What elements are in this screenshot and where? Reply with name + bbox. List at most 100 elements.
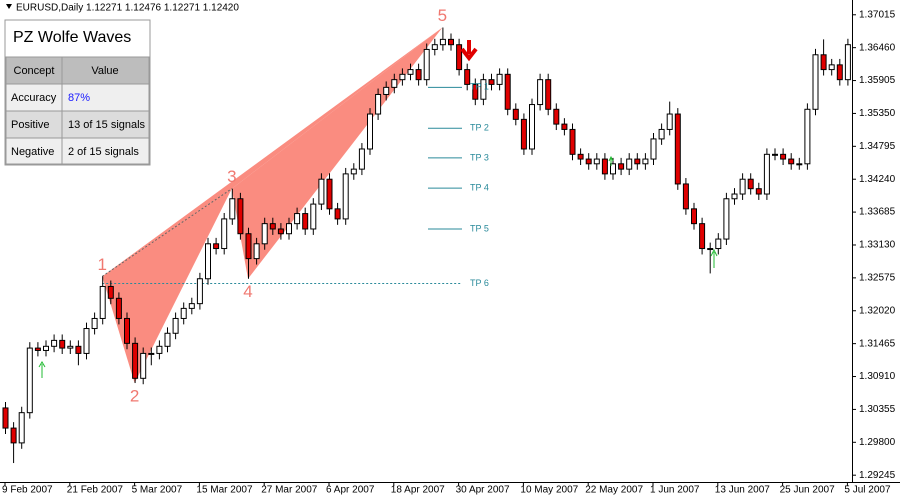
table-cell: Accuracy bbox=[11, 92, 57, 104]
candle-body bbox=[399, 73, 406, 81]
candle-body bbox=[642, 158, 649, 165]
candle-body bbox=[2, 407, 9, 429]
candle-body bbox=[820, 54, 827, 71]
candle-body bbox=[691, 208, 697, 225]
x-tick-label: 1 Jun 2007 bbox=[650, 485, 700, 496]
y-tick-label: 1.32575 bbox=[859, 273, 896, 284]
candle-body bbox=[545, 79, 552, 110]
candle-body bbox=[156, 345, 163, 354]
wave-wedge bbox=[102, 27, 443, 277]
candle-body bbox=[407, 69, 414, 75]
x-tick-label: 22 May 2007 bbox=[585, 485, 643, 496]
target-label: TP 3 bbox=[470, 152, 489, 162]
x-tick-label: 30 Apr 2007 bbox=[456, 485, 510, 496]
candle-body bbox=[180, 307, 187, 319]
candle-body bbox=[213, 243, 220, 250]
table-cell: 13 of 15 signals bbox=[68, 119, 146, 131]
candle-body bbox=[577, 153, 584, 160]
candle-body bbox=[229, 198, 236, 220]
candle-body bbox=[221, 218, 228, 250]
candle-body bbox=[529, 104, 535, 150]
candle-body bbox=[124, 317, 130, 344]
table-header-cell: Value bbox=[91, 65, 118, 77]
x-tick-label: 15 Mar 2007 bbox=[196, 485, 253, 496]
candle-body bbox=[812, 54, 819, 110]
x-tick-label: 10 May 2007 bbox=[520, 485, 578, 496]
candle-body bbox=[585, 158, 592, 165]
candle-body bbox=[140, 352, 147, 379]
candle-body bbox=[520, 118, 527, 150]
candle-body bbox=[302, 213, 309, 230]
candle-body bbox=[796, 163, 803, 166]
candle-body bbox=[423, 48, 430, 81]
candle-body bbox=[763, 153, 770, 195]
y-tick-label: 1.34240 bbox=[859, 174, 896, 185]
target-label: TP 4 bbox=[470, 182, 489, 192]
y-tick-label: 1.29245 bbox=[859, 470, 896, 481]
table-header-row bbox=[5, 56, 150, 85]
wave-triangle bbox=[231, 27, 443, 279]
x-tick-label: 6 Apr 2007 bbox=[326, 485, 375, 496]
candle-body bbox=[626, 158, 633, 170]
candle-body bbox=[415, 69, 422, 81]
candle-body bbox=[472, 83, 479, 100]
candle-body bbox=[59, 339, 66, 349]
candle-body bbox=[318, 178, 325, 205]
candle-body bbox=[804, 108, 811, 165]
candle-body bbox=[43, 345, 49, 351]
candle-body bbox=[561, 123, 568, 130]
wave-triangle bbox=[102, 188, 232, 384]
candle-body bbox=[480, 79, 487, 100]
candle-body bbox=[553, 108, 560, 125]
candle-body bbox=[512, 108, 519, 120]
buy-arrow bbox=[710, 248, 718, 268]
info-panel: PZ Wolfe Waves Concept Value Accuracy 87… bbox=[4, 19, 151, 166]
candle-body bbox=[772, 153, 778, 156]
candle-body bbox=[496, 73, 503, 85]
candle-body bbox=[350, 168, 357, 175]
candle-body bbox=[253, 243, 260, 260]
candle-body bbox=[456, 44, 463, 71]
candle-body bbox=[780, 153, 787, 160]
target-label: TP 2 bbox=[470, 123, 489, 133]
x-tick-label: 5 Mar 2007 bbox=[132, 485, 183, 496]
x-tick-label: 5 Jul 2007 bbox=[844, 485, 891, 496]
wave-point-label: 1 bbox=[97, 255, 106, 274]
candle-body bbox=[310, 203, 317, 230]
candle-body bbox=[448, 38, 454, 46]
candle-body bbox=[569, 128, 576, 155]
candle-body bbox=[326, 178, 333, 210]
candle-body bbox=[107, 285, 114, 299]
candle-body bbox=[731, 193, 738, 200]
target-label: TP 6 bbox=[470, 278, 489, 288]
candle-body bbox=[205, 243, 211, 280]
candle-body bbox=[367, 113, 373, 150]
candle-body bbox=[601, 158, 608, 175]
y-tick-label: 1.33130 bbox=[859, 240, 896, 251]
target-label: TP 5 bbox=[470, 223, 489, 233]
wave-point-label: 4 bbox=[243, 282, 252, 301]
candle-body bbox=[658, 128, 665, 140]
y-tick-label: 1.35350 bbox=[859, 108, 896, 119]
y-tick-label: 1.33685 bbox=[859, 207, 896, 218]
candle-body bbox=[836, 64, 843, 81]
candle-body bbox=[634, 158, 641, 165]
candle-body bbox=[286, 223, 292, 235]
candle-body bbox=[788, 158, 795, 165]
candles bbox=[2, 27, 851, 464]
candle-body bbox=[715, 238, 722, 250]
candle-body bbox=[618, 163, 625, 170]
x-tick-label: 9 Feb 2007 bbox=[2, 485, 53, 496]
x-tick-label: 25 Jun 2007 bbox=[780, 485, 835, 496]
candle-body bbox=[261, 223, 268, 245]
candle-body bbox=[164, 332, 171, 347]
x-tick-label: 13 Jun 2007 bbox=[715, 485, 770, 496]
y-tick-label: 1.37015 bbox=[859, 9, 896, 20]
table-row bbox=[5, 83, 150, 112]
candle-body bbox=[10, 427, 17, 444]
x-tick-label: 18 Apr 2007 bbox=[391, 485, 445, 496]
candle-body bbox=[75, 345, 82, 354]
y-tick-label: 1.29800 bbox=[859, 437, 896, 448]
candle-body bbox=[34, 347, 41, 351]
y-tick-label: 1.34795 bbox=[859, 141, 896, 152]
